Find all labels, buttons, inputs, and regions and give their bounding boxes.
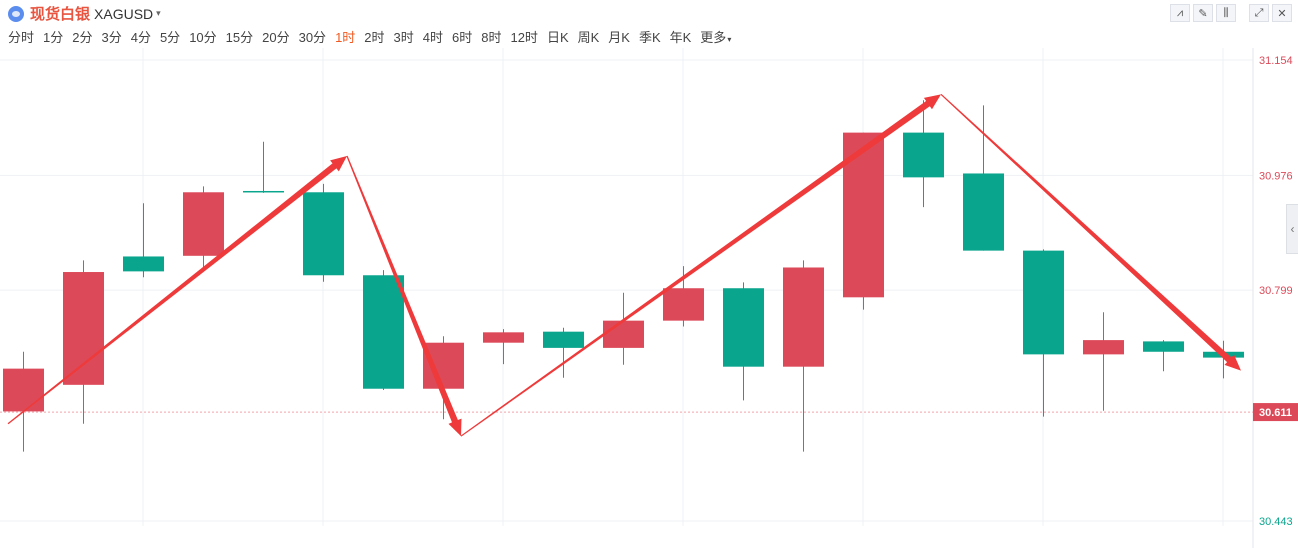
candle	[1203, 340, 1244, 379]
candle	[1083, 312, 1124, 411]
line-style-icon[interactable]: ⩘	[1170, 4, 1190, 22]
more-periods-button[interactable]: 更多▾	[700, 27, 731, 46]
more-periods-label: 更多	[700, 30, 727, 45]
period-tab[interactable]: 月K	[608, 30, 630, 45]
period-tab[interactable]: 20分	[262, 30, 290, 45]
candle	[1143, 340, 1184, 372]
candle-body	[1143, 341, 1184, 352]
candle-body	[63, 272, 104, 385]
trend-arrow	[940, 93, 1241, 371]
chevron-down-icon: ▾	[156, 8, 161, 18]
candle-body	[363, 275, 404, 389]
candle	[123, 203, 164, 278]
candle-body	[423, 342, 464, 389]
candle	[843, 132, 884, 310]
last-price-badge	[1253, 403, 1298, 422]
candle-body	[3, 368, 44, 412]
collapse-panel-icon[interactable]: ‹	[1286, 204, 1298, 254]
symbol-code: XAGUSD	[94, 5, 154, 22]
period-tab[interactable]: 季K	[638, 30, 661, 45]
candle-body	[183, 192, 224, 256]
candle-body	[243, 190, 284, 193]
candle	[3, 351, 44, 452]
candle-body	[483, 332, 524, 343]
candle	[603, 292, 644, 365]
draw-icon[interactable]: ✎	[1193, 4, 1213, 22]
y-tick-label: 30.443	[1259, 516, 1293, 528]
fullscreen-icon[interactable]: ⤢	[1249, 4, 1269, 22]
candle	[183, 186, 224, 269]
period-tab[interactable]: 3时	[393, 30, 414, 45]
period-tab[interactable]: 4时	[422, 30, 443, 45]
candle-body	[723, 288, 764, 367]
trend-arrow	[460, 94, 941, 437]
period-tab[interactable]: 1时	[335, 30, 356, 45]
candle-body	[783, 267, 824, 367]
candle-body	[303, 192, 344, 276]
trend-arrow	[7, 156, 347, 425]
indicator-icon[interactable]: ⫼	[1216, 4, 1236, 22]
candle-body	[123, 256, 164, 272]
period-tab[interactable]: 10分	[189, 30, 217, 45]
candle-body	[543, 331, 584, 348]
period-tab[interactable]: 分时	[8, 30, 35, 45]
candle	[783, 260, 824, 452]
chevron-down-icon: ▾	[727, 35, 732, 44]
candle-body	[903, 132, 944, 178]
candle	[423, 336, 464, 420]
candle-body	[963, 173, 1004, 251]
candle-body	[603, 320, 644, 348]
candle	[363, 270, 404, 391]
period-tabs: 分时 1分 2分 3分 4分 5分 10分 15分 20分 30分 1时 2时 3时 4时 6时 8时 12时日…	[8, 27, 740, 46]
period-tab[interactable]: 周K	[577, 30, 600, 45]
close-icon[interactable]: ✕	[1272, 4, 1292, 22]
y-tick-label: 30.799	[1259, 285, 1293, 297]
period-tab[interactable]: 1分	[43, 30, 64, 45]
candle	[63, 260, 104, 424]
period-tab[interactable]: 年K	[669, 30, 692, 45]
candle-body	[1083, 340, 1124, 355]
period-tab[interactable]: 2时	[364, 30, 385, 45]
period-tab[interactable]: 日K	[546, 30, 569, 45]
candle	[543, 327, 584, 378]
candle-body	[663, 288, 704, 321]
top-bar: 现货白银 XAGUSD ▾ ⩘ ✎ ⫼ ⤢ ✕	[0, 0, 1298, 24]
candle	[663, 266, 704, 327]
period-tab[interactable]: 3分	[101, 30, 122, 45]
candle	[723, 282, 764, 401]
candle	[1023, 249, 1064, 417]
period-tab[interactable]: 4分	[130, 30, 151, 45]
period-tab[interactable]: 12时	[510, 30, 538, 45]
y-tick-label: 30.976	[1259, 170, 1293, 182]
candle	[903, 100, 944, 208]
symbol-name: 现货白银	[30, 6, 91, 23]
period-tab[interactable]: 8时	[481, 30, 502, 45]
candle	[483, 329, 524, 365]
silver-logo-icon	[8, 5, 24, 22]
trend-arrow	[346, 155, 462, 437]
period-tab[interactable]: 6时	[452, 30, 473, 45]
period-tab[interactable]: 2分	[72, 30, 93, 45]
candle	[963, 105, 1004, 251]
candle	[303, 183, 344, 282]
period-tab[interactable]: 5分	[159, 30, 181, 45]
last-price-label: 30.611	[1259, 407, 1292, 419]
candle-body	[1023, 250, 1064, 355]
candle	[243, 141, 284, 193]
period-tab[interactable]: 30分	[298, 30, 327, 45]
candlestick-chart[interactable]: 31.154 30.976 30.799 30.443 30.611	[0, 48, 1298, 548]
y-tick-label: 31.154	[1259, 55, 1293, 67]
symbol-selector[interactable]: 现货白银 XAGUSD ▾	[8, 3, 161, 24]
period-tab[interactable]: 15分	[225, 30, 254, 45]
chart-toolbar: ⩘ ✎ ⫼ ⤢ ✕	[1167, 4, 1292, 22]
